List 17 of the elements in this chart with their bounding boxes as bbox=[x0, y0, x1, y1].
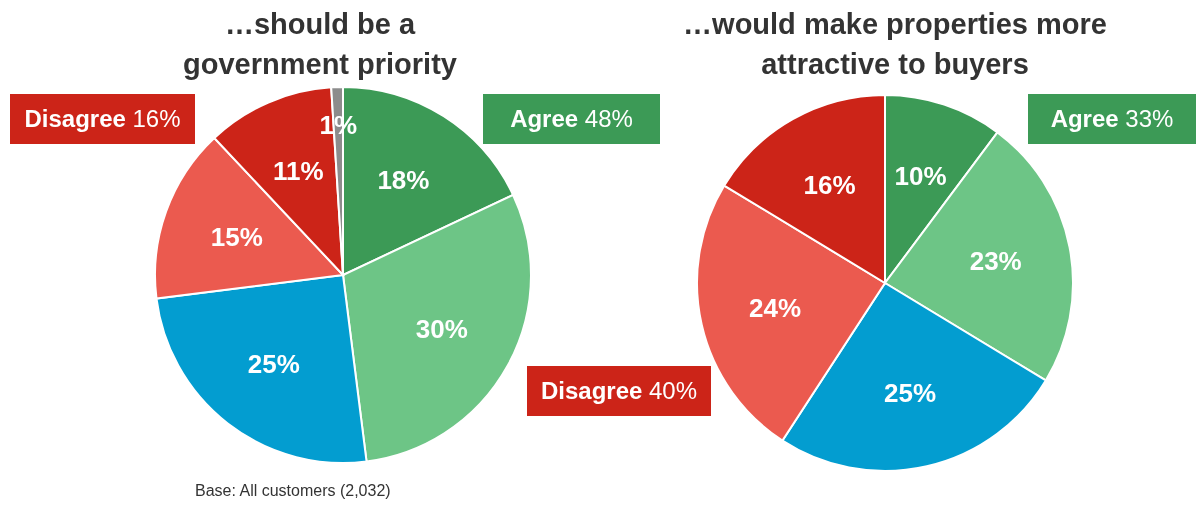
chart-title: …would make properties more attractive to buyers bbox=[682, 7, 1108, 82]
data-label: 15% bbox=[210, 221, 263, 252]
chart-title: …should be a government priority bbox=[182, 7, 458, 82]
text: Agree 33% bbox=[1050, 105, 1174, 132]
data-label: 18% bbox=[377, 164, 430, 195]
data-label: 25% bbox=[247, 349, 300, 380]
data-label: 16% bbox=[803, 169, 856, 200]
text: Base: All customers (2,032) bbox=[195, 482, 392, 500]
data-label: 30% bbox=[415, 314, 468, 345]
text: Disagree 40% bbox=[540, 377, 698, 404]
text: Disagree 16% bbox=[24, 105, 181, 132]
data-label: 25% bbox=[884, 377, 937, 408]
data-label: 10% bbox=[894, 160, 947, 191]
text: Agree 48% bbox=[510, 105, 633, 132]
data-label: 24% bbox=[749, 293, 802, 324]
data-label: 11% bbox=[272, 156, 324, 187]
data-label: 23% bbox=[969, 246, 1022, 277]
